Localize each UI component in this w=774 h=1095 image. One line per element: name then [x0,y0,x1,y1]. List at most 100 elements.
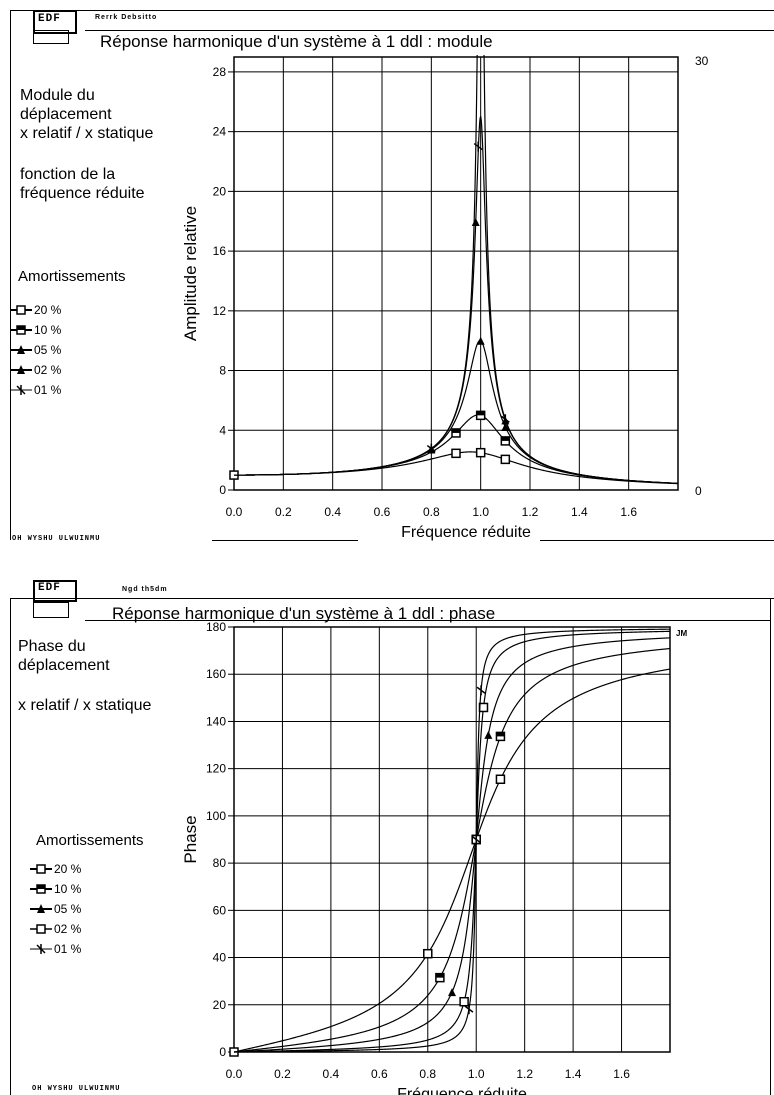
y-tick-label: 180 [206,620,226,634]
y-tick-label: 16 [213,244,227,258]
y-tick-label: 0 [219,1045,226,1059]
star-marker-icon [10,385,32,395]
series-line [234,647,670,1053]
x-tick-label: 0.6 [374,505,391,519]
y-axis-label: Amplitude relative [181,206,200,341]
square-open-marker-icon [30,864,52,874]
logo-frame [33,10,77,34]
x-tick-label: 0.4 [324,505,341,519]
legend-label: 02 % [54,922,82,936]
chart-title: Réponse harmonique d'un système à 1 ddl … [100,32,493,51]
data-point-marker [459,996,469,1007]
data-point-marker [478,702,489,713]
x-tick-label: 0.6 [371,1067,388,1081]
x-tick-label: 0.2 [274,1067,291,1081]
data-point-marker [471,218,480,227]
frame-left-border [10,598,11,1095]
right-axis-top-label: 30 [695,54,709,68]
footer-code: OH WYSHU ULWUINMU [32,1085,121,1093]
series-20 [229,668,670,1057]
x-tick-label: 1.0 [472,505,489,519]
series-01 [234,55,678,484]
series-01 [234,628,670,1053]
legend-label: 01 % [34,383,62,397]
y-tick-label: 4 [219,423,226,437]
data-point-marker [495,774,506,785]
series-line [234,55,678,484]
data-point-marker [448,988,456,997]
triangle-marker-icon [10,365,32,374]
x-tick-label: 1.0 [468,1067,485,1081]
data-point-marker [484,730,493,739]
data-point-marker [471,834,481,845]
description-line-5: fonction de la [20,166,116,183]
description-line-2: déplacement [20,106,112,123]
y-tick-label: 100 [206,809,226,823]
square-half-marker-icon [30,884,52,894]
legend-label: 02 % [34,363,62,377]
data-point-marker [451,448,461,459]
grid [233,57,679,491]
y-tick-label: 8 [219,364,226,378]
legend-label: 05 % [54,902,82,916]
frame-top-border [10,598,774,599]
edf-logo: EDF [38,582,61,594]
x-tick-label: 0.8 [419,1067,436,1081]
description-line-6: fréquence réduite [20,185,145,202]
x-tick-label: 1.2 [522,505,539,519]
legend-label: 10 % [34,323,62,337]
data-point-marker-fill [435,973,444,978]
data-point-marker [501,423,510,432]
header-text: Rerrk Debsitto [95,14,158,21]
legend-title: Amortissements [36,832,144,849]
chart-title: Réponse harmonique d'un système à 1 ddl … [112,604,496,623]
header-text: Ngd th5dm [122,586,168,593]
document-icon [33,602,69,618]
data-point-marker [476,685,486,696]
right-axis-bottom-label: 0 [695,484,702,498]
y-tick-label: 140 [206,714,226,728]
data-point-marker-fill [452,428,460,433]
square-open-marker-icon [10,305,32,315]
square-half-marker-icon [10,325,32,335]
frame-bottom-rule-right [540,540,774,541]
star-marker-icon [30,944,52,954]
x-tick-label: 1.4 [565,1067,582,1081]
legend-label: 01 % [54,942,82,956]
legend-label: 10 % [54,882,82,896]
right-axis-top-label: JM [676,629,688,638]
description-line-2: déplacement [18,657,110,674]
module-chart: 0 4 8 12 16 20 24 28 0.0 0.2 0.4 0.6 0.8 1.0 1.2 1.4 1.6… [181,55,679,541]
y-tick-label: 24 [213,125,227,139]
frame-right-border [770,598,771,1095]
x-tick-label: 1.2 [516,1067,533,1081]
frame-header-divider [85,30,774,31]
y-tick-label: 80 [213,856,227,870]
x-tick-label: 0.0 [226,1067,243,1081]
data-point-marker [473,141,483,152]
x-axis-label: Fréquence réduite [397,1086,527,1095]
series-10 [234,410,678,485]
square-open-marker-icon [30,924,52,934]
series-05 [234,637,670,1053]
edf-logo: EDF [38,13,61,25]
y-tick-label: 20 [213,184,227,198]
description-line-1: Module du [20,87,95,104]
module-panel: EDF Rerrk Debsitto Réponse harmonique d'… [10,10,774,543]
phase-panel: EDF Ngd th5dm Réponse harmonique d'un sy… [0,576,774,1095]
data-point-marker-fill [476,411,485,416]
data-point-marker [426,443,436,454]
legend-label: 20 % [54,862,82,876]
triangle-marker-icon [10,345,32,354]
y-tick-label: 20 [213,998,227,1012]
x-tick-label: 0.0 [226,505,243,519]
y-tick-label: 12 [213,304,227,318]
x-tick-label: 1.6 [613,1067,630,1081]
x-tick-label: 0.2 [275,505,292,519]
data-point-marker-fill [501,436,510,441]
data-point-marker [500,454,511,465]
y-tick-label: 0 [219,483,226,497]
description-line-4: x relatif / x statique [18,697,152,714]
x-axis-label: Fréquence réduite [401,524,531,541]
y-tick-label: 160 [206,667,226,681]
